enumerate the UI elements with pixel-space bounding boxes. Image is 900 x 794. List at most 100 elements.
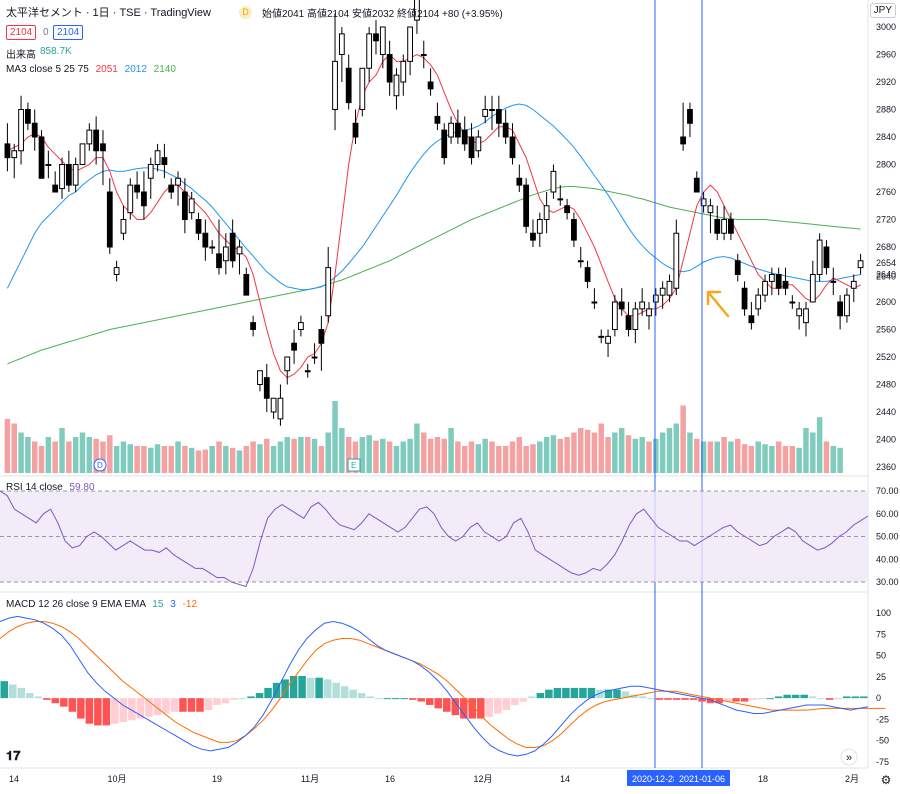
candle-body — [338, 33, 345, 55]
candle-body — [659, 287, 666, 296]
ma75-value: 2140 — [153, 64, 176, 75]
candle-body — [693, 177, 700, 193]
volume-bar — [161, 446, 168, 473]
candle-body — [523, 184, 530, 227]
volume-bar — [195, 450, 202, 473]
macd-label: MACD 12 26 close 9 EMA EMA — [6, 599, 146, 610]
ma-legend[interactable]: MA3 close 5 25 75 2051 2012 2140 — [6, 64, 176, 75]
candle-body — [141, 191, 147, 207]
candle-body — [844, 294, 850, 317]
macd-value-hist: 15 — [152, 599, 164, 610]
rsi-tick-label: 40.00 — [876, 554, 899, 564]
candle-body — [728, 219, 734, 234]
candle-body — [461, 129, 468, 145]
volume-bar — [591, 432, 598, 473]
volume-bar — [11, 423, 17, 473]
candle-body — [530, 232, 536, 241]
volume-bar — [543, 437, 550, 473]
macd-histogram-bar — [26, 693, 34, 699]
volume-bar — [93, 438, 99, 473]
volume-bar — [502, 446, 509, 473]
candle-body — [181, 191, 188, 220]
currency-selector[interactable]: JPY — [869, 3, 896, 18]
volume-bar — [141, 446, 147, 473]
macd-histogram-bar — [842, 696, 851, 699]
symbol-title[interactable]: 太平洋セメント · 1日 · TSE · TradingView — [6, 7, 211, 19]
macd-histogram-bar — [443, 698, 451, 712]
bid-price-box[interactable]: 2104 — [6, 25, 37, 40]
macd-histogram-bar — [0, 681, 9, 699]
volume-bar — [311, 438, 318, 473]
macd-histogram-bar — [698, 698, 706, 702]
volume-bar — [550, 435, 557, 473]
data-badge[interactable]: D — [238, 5, 252, 19]
macd-histogram-bar — [238, 698, 247, 700]
macd-histogram-bar — [289, 676, 298, 699]
volume-value: 858.7K — [40, 46, 72, 57]
volume-bar — [66, 441, 72, 473]
candle-body — [38, 136, 45, 179]
candle-body — [427, 81, 434, 90]
volume-bar — [209, 446, 215, 473]
volume-bar — [4, 419, 11, 473]
candle-body — [304, 370, 311, 373]
volume-bar — [291, 438, 297, 473]
candle-body — [325, 267, 332, 317]
candle-body — [318, 329, 325, 344]
candle-body — [516, 177, 523, 186]
annotation-arrow — [706, 290, 730, 318]
candle-body — [11, 150, 18, 159]
ask-price-box[interactable]: 2104 — [53, 25, 84, 40]
macd-histogram-bar — [425, 698, 434, 705]
macd-histogram-bar — [315, 677, 323, 699]
volume-bar — [687, 432, 693, 473]
price-tick-label: 2680 — [876, 242, 896, 252]
current-price-label: 2640 — [876, 272, 896, 282]
macd-tick-label: 100 — [876, 608, 891, 618]
volume-bar — [728, 441, 734, 473]
candle-body — [455, 122, 461, 138]
candle-body — [680, 136, 687, 145]
macd-histogram-bar — [732, 698, 740, 702]
volume-bar — [646, 441, 652, 473]
macd-histogram-bar — [94, 698, 102, 726]
macd-histogram-bar — [613, 689, 621, 699]
candle-body — [168, 184, 175, 193]
candle-body — [311, 356, 318, 359]
macd-histogram-bar — [851, 696, 859, 699]
candle-body — [31, 122, 38, 138]
volume-bar — [618, 428, 625, 473]
candle-body — [441, 129, 448, 159]
macd-histogram-bar — [77, 698, 85, 719]
time-axis-label: 19 — [212, 774, 222, 784]
volume-bar — [352, 441, 359, 473]
candle-body — [632, 308, 639, 330]
candle-body — [379, 26, 386, 55]
candle-body — [536, 219, 543, 234]
price-tick-label: 2480 — [876, 380, 896, 390]
volume-bar — [639, 437, 645, 473]
volume-bar — [735, 438, 741, 473]
volume-bar — [38, 446, 45, 473]
macd-histogram-bar — [808, 696, 817, 699]
dividend-event-icon — [93, 458, 107, 472]
macd-legend[interactable]: MACD 12 26 close 9 EMA EMA 15 3 -12 — [6, 599, 197, 610]
time-axis-label: 14 — [560, 774, 570, 784]
rsi-legend[interactable]: RSI 14 close 59.80 — [6, 482, 95, 493]
volume-bar — [72, 437, 79, 473]
candle-body — [823, 246, 830, 269]
candle-body — [611, 301, 618, 330]
volume-bar — [810, 432, 816, 473]
candle-body — [100, 143, 106, 152]
candle-body — [448, 122, 454, 138]
macd-histogram-bar — [85, 698, 94, 724]
candle-body — [591, 301, 598, 304]
date-marker-label: 2021-01-06 — [679, 774, 725, 784]
macd-histogram-bar — [255, 693, 264, 699]
candle-body — [714, 219, 721, 234]
macd-histogram-bar — [749, 698, 757, 700]
tradingview-logo-icon[interactable]: 𝟏𝟕 — [6, 748, 21, 763]
volume-bar — [148, 447, 154, 473]
candle-body — [188, 198, 195, 214]
